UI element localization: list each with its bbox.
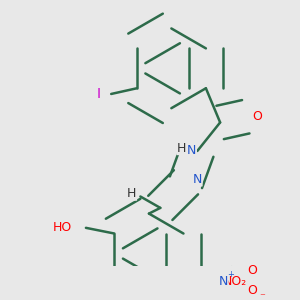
Text: N: N	[219, 275, 228, 289]
Text: I: I	[96, 87, 100, 101]
Text: O: O	[247, 284, 257, 297]
Text: +: +	[227, 270, 234, 279]
Text: H: H	[127, 187, 136, 200]
Text: H: H	[177, 142, 186, 154]
Text: HO: HO	[52, 221, 72, 234]
Text: ⁻: ⁻	[259, 292, 265, 300]
Text: O: O	[252, 110, 262, 123]
Text: O: O	[247, 264, 257, 277]
Text: N: N	[193, 173, 202, 186]
Text: NO₂: NO₂	[223, 275, 247, 289]
Text: N: N	[187, 144, 196, 158]
